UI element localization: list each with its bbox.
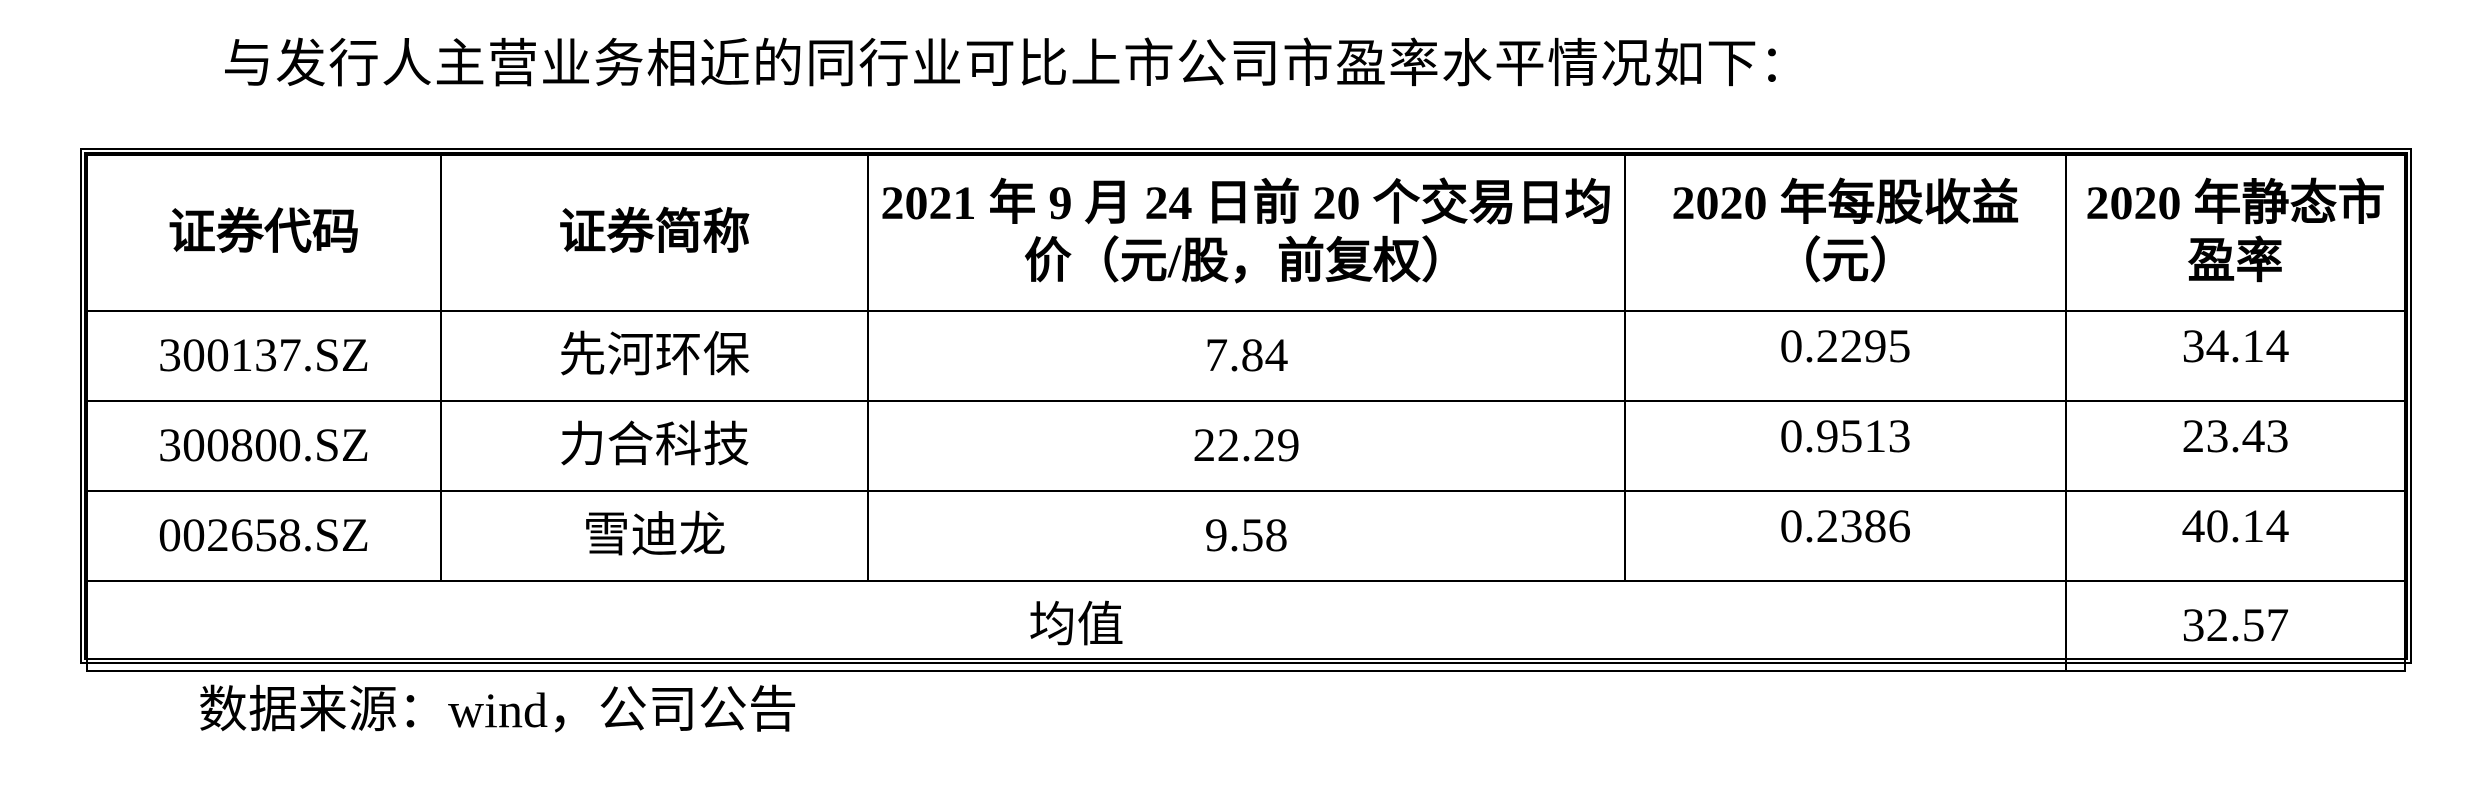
average-label: 均值 — [86, 580, 2067, 672]
cell-price: 9.58 — [867, 490, 1626, 582]
header-row: 证券代码 证券简称 2021 年 9 月 24 日前 20 个交易日均价（元/股… — [86, 154, 2406, 312]
cell-eps: 0.2295 — [1624, 310, 2067, 402]
header-code: 证券代码 — [86, 154, 442, 312]
cell-pe: 34.14 — [2065, 310, 2406, 402]
pe-comparison-table: 证券代码 证券简称 2021 年 9 月 24 日前 20 个交易日均价（元/股… — [80, 148, 2412, 672]
header-pe: 2020 年静态市盈率 — [2065, 154, 2406, 312]
header-name: 证券简称 — [440, 154, 869, 312]
cell-eps: 0.9513 — [1624, 400, 2067, 492]
cell-code: 300800.SZ — [86, 400, 442, 492]
table-row: 300137.SZ 先河环保 7.84 0.2295 34.14 — [86, 310, 2406, 402]
intro-text: 与发行人主营业务相近的同行业可比上市公司市盈率水平情况如下： — [222, 37, 1813, 94]
source-note: 数据来源：wind，公司公告 — [198, 682, 798, 738]
cell-price: 7.84 — [867, 310, 1626, 402]
average-row: 均值 32.57 — [86, 580, 2406, 672]
header-avg-price: 2021 年 9 月 24 日前 20 个交易日均价（元/股，前复权） — [867, 154, 1626, 312]
cell-name: 雪迪龙 — [440, 490, 869, 582]
cell-pe: 40.14 — [2065, 490, 2406, 582]
cell-eps: 0.2386 — [1624, 490, 2067, 582]
cell-code: 002658.SZ — [86, 490, 442, 582]
cell-name: 力合科技 — [440, 400, 869, 492]
cell-code: 300137.SZ — [86, 310, 442, 402]
average-value: 32.57 — [2065, 580, 2406, 672]
cell-pe: 23.43 — [2065, 400, 2406, 492]
header-eps: 2020 年每股收益（元） — [1624, 154, 2067, 312]
cell-name: 先河环保 — [440, 310, 869, 402]
table-row: 002658.SZ 雪迪龙 9.58 0.2386 40.14 — [86, 490, 2406, 582]
cell-price: 22.29 — [867, 400, 1626, 492]
table-row: 300800.SZ 力合科技 22.29 0.9513 23.43 — [86, 400, 2406, 492]
